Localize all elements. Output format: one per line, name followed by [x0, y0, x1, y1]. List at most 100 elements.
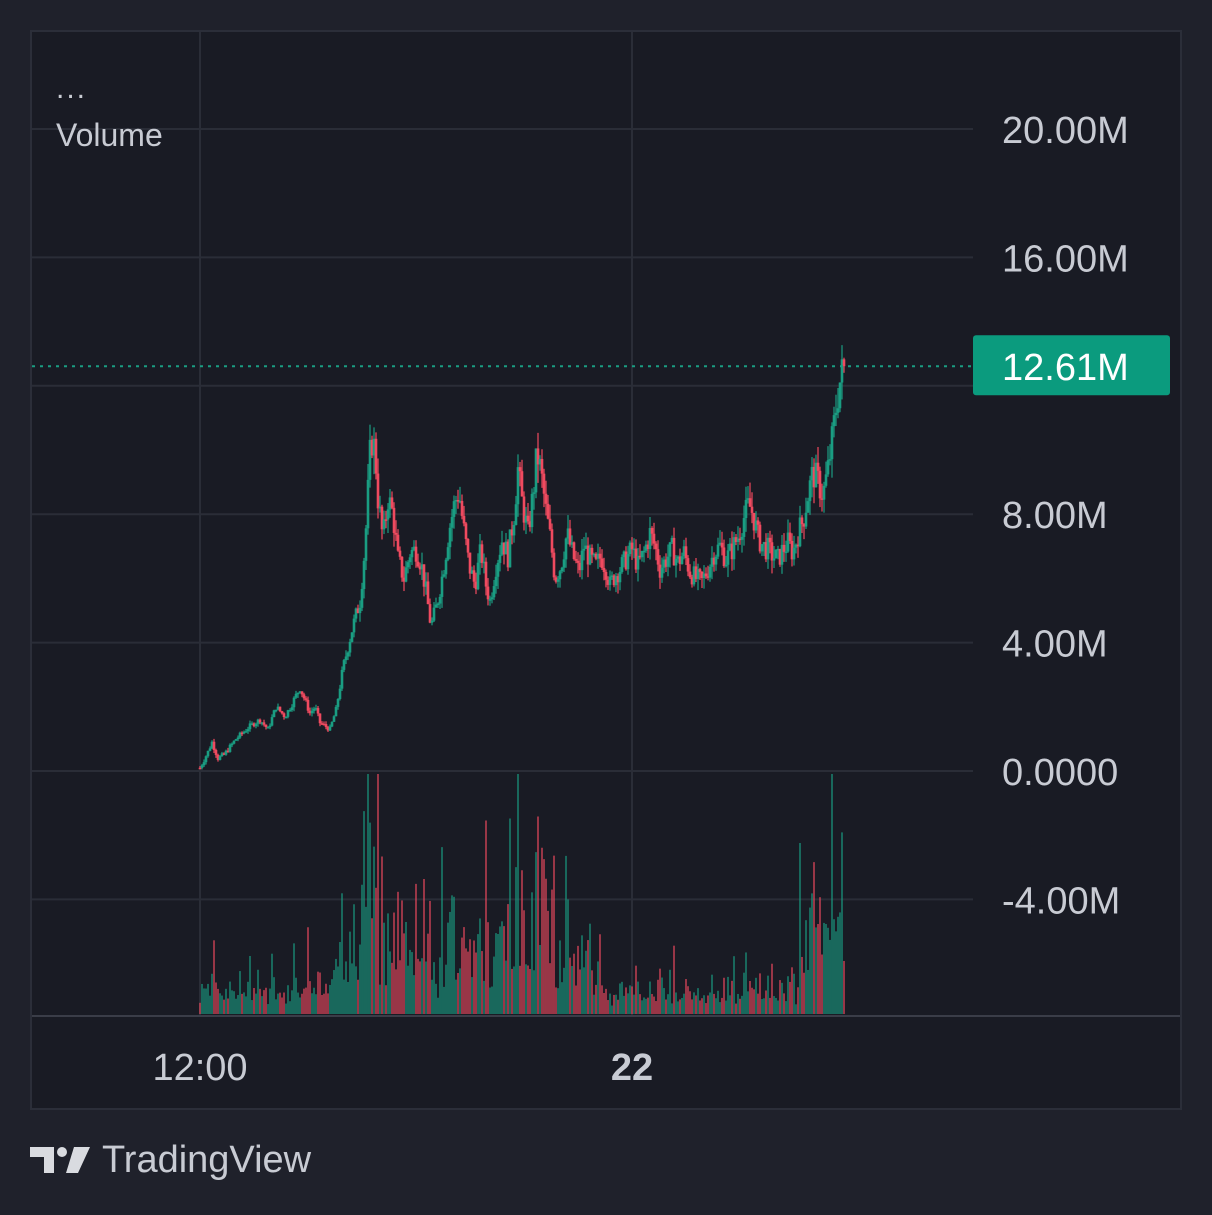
- candle-body: [266, 727, 270, 729]
- candle-body: [680, 556, 684, 565]
- candle-body: [456, 500, 460, 502]
- candle-body: [328, 726, 332, 731]
- candle-body: [312, 708, 316, 711]
- legend-ellipsis[interactable]: ...: [56, 72, 88, 105]
- chart-canvas[interactable]: 12.61M 20.00M 16.00M 8.00M 4.00M 0.0000 -4.00…: [32, 32, 1180, 1108]
- candle-body: [550, 529, 554, 553]
- candle-body: [662, 559, 666, 568]
- candle-body: [778, 548, 782, 565]
- candle-body: [412, 546, 416, 550]
- candle-body: [386, 509, 390, 520]
- tradingview-branding[interactable]: TradingView: [30, 1138, 311, 1182]
- candle-body: [400, 556, 404, 578]
- candle-body: [220, 753, 224, 757]
- candle-body: [742, 518, 746, 537]
- candle-body: [812, 466, 816, 488]
- candle-body: [830, 426, 834, 460]
- chart-frame[interactable]: 12.61M 20.00M 16.00M 8.00M 4.00M 0.0000 -4.00…: [30, 30, 1182, 1110]
- candle-body: [520, 471, 524, 497]
- candle-body: [560, 567, 564, 572]
- candle-body: [198, 767, 202, 770]
- candle-body: [450, 516, 454, 528]
- candle-body: [396, 534, 400, 551]
- candle-body: [750, 506, 754, 513]
- candle-body: [464, 523, 468, 540]
- candle-body: [442, 574, 446, 577]
- candle-body: [210, 741, 214, 749]
- candle-body: [538, 458, 542, 465]
- candle-body: [500, 542, 504, 555]
- candle-body: [482, 561, 486, 564]
- candle-body: [314, 708, 318, 710]
- candle-body: [776, 548, 780, 551]
- candle-body: [290, 707, 294, 710]
- candle-body: [834, 412, 838, 416]
- candle-body: [494, 576, 498, 587]
- candle-body: [744, 499, 748, 519]
- candle-body: [504, 541, 508, 555]
- candle-body: [806, 501, 810, 513]
- candle-body: [788, 532, 792, 541]
- candle-body: [646, 544, 650, 550]
- candle-body: [478, 544, 482, 563]
- candle-body: [724, 564, 728, 567]
- volume-bars: [199, 774, 845, 1014]
- last-price-badge: [973, 335, 1170, 396]
- candle-body: [764, 542, 768, 560]
- candle-body: [736, 538, 740, 542]
- candle-body: [590, 547, 594, 555]
- candle-body: [826, 460, 830, 475]
- candle-body: [286, 710, 290, 717]
- candle-body: [326, 727, 330, 731]
- candle-body: [446, 547, 450, 560]
- candle-body: [536, 448, 540, 465]
- candle-body: [554, 577, 558, 582]
- candle-body: [814, 462, 818, 488]
- candle-body: [636, 555, 640, 570]
- candle-body: [394, 532, 398, 535]
- candle-body: [660, 567, 664, 578]
- candle-body: [404, 567, 408, 582]
- candle-body: [466, 539, 470, 553]
- candle-body: [748, 498, 752, 507]
- candle-body: [628, 542, 632, 555]
- candle-body: [678, 556, 682, 565]
- candle-body: [682, 546, 686, 557]
- candle-body: [718, 542, 722, 545]
- candle-body: [304, 698, 308, 700]
- candle-body: [514, 504, 518, 525]
- candle-body: [664, 559, 668, 567]
- candle-body: [802, 524, 806, 527]
- candle-body: [458, 500, 462, 503]
- candle-body: [534, 448, 538, 493]
- candle-body: [818, 470, 822, 499]
- candle-body: [492, 586, 496, 598]
- candle-body: [518, 467, 522, 472]
- candle-body: [572, 542, 576, 560]
- candle-body: [726, 550, 730, 565]
- candle-body: [410, 549, 414, 558]
- candle-body: [354, 608, 358, 619]
- candle-body: [804, 512, 808, 527]
- candle-body: [248, 723, 252, 730]
- candle-body: [640, 551, 644, 558]
- candle-body: [608, 576, 612, 585]
- candle-body: [270, 717, 274, 726]
- candle-body: [206, 750, 210, 757]
- candle-body: [300, 691, 304, 695]
- candle-body: [790, 540, 794, 560]
- candle-body: [654, 543, 658, 550]
- candle-body: [568, 528, 572, 545]
- candle-body: [620, 557, 624, 572]
- candle-body: [272, 710, 276, 718]
- candle-body: [584, 545, 588, 549]
- candle-body: [242, 731, 246, 734]
- candle-body: [424, 581, 428, 587]
- candle-body: [740, 536, 744, 540]
- candle-body: [470, 570, 474, 574]
- candle-body: [432, 607, 436, 621]
- candle-body: [362, 560, 366, 589]
- y-axis-tick-label: 4.00M: [1002, 624, 1108, 666]
- candles: [198, 345, 846, 770]
- candle-body: [530, 493, 534, 528]
